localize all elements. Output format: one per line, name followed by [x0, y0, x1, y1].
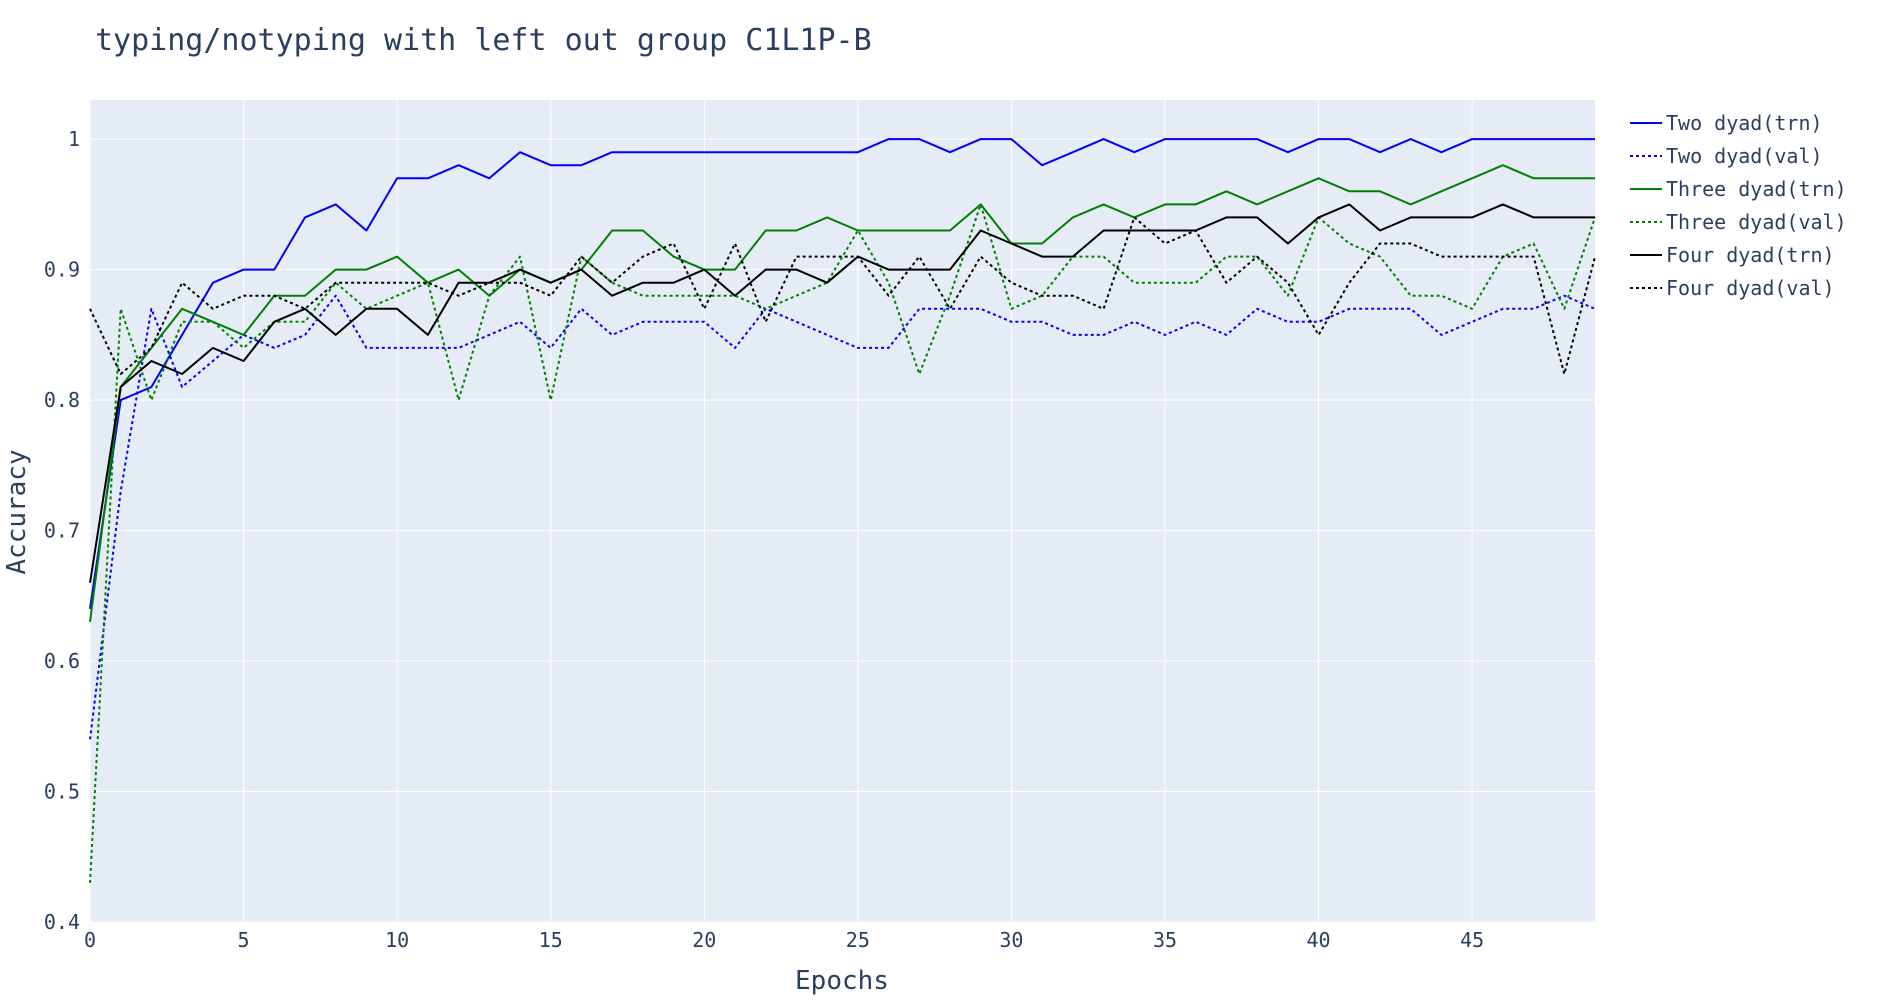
x-tick-label: 25 — [846, 928, 870, 952]
x-tick-label: 20 — [692, 928, 716, 952]
y-tick-label: 0.5 — [44, 780, 80, 804]
y-tick-label: 1 — [68, 127, 80, 151]
chart-title: typing/notyping with left out group C1L1… — [95, 23, 872, 58]
x-tick-label: 45 — [1460, 928, 1484, 952]
y-tick-label: 0.9 — [44, 258, 80, 282]
y-axis-ticks: 0.4 0.5 0.6 0.7 0.8 0.9 1 — [44, 127, 80, 934]
series-line-2 — [89, 164, 1595, 623]
series-line-0 — [89, 138, 1595, 610]
legend-item-label[interactable]: Two dyad(val) — [1666, 144, 1823, 168]
x-tick-label: 35 — [1153, 928, 1177, 952]
x-axis-label: Epochs — [795, 966, 889, 996]
series-line-5 — [89, 216, 1596, 375]
y-tick-label: 0.7 — [44, 519, 80, 543]
series-line-4 — [89, 203, 1595, 583]
plot-background — [90, 100, 1595, 922]
legend[interactable]: Two dyad(trn) Two dyad(val) Three dyad(trn… — [1630, 111, 1847, 300]
legend-item-label[interactable]: Three dyad(trn) — [1666, 177, 1847, 201]
x-tick-label: 0 — [84, 928, 96, 952]
legend-item-label[interactable]: Four dyad(trn) — [1666, 243, 1835, 267]
y-axis-label: Accuracy — [2, 449, 32, 574]
x-tick-label: 40 — [1307, 928, 1331, 952]
x-tick-label: 30 — [999, 928, 1023, 952]
x-tick-label: 5 — [238, 928, 250, 952]
y-tick-label: 0.6 — [44, 649, 80, 673]
x-tick-label: 10 — [385, 928, 409, 952]
legend-item-label[interactable]: Three dyad(val) — [1666, 210, 1847, 234]
y-tick-label: 0.4 — [44, 910, 80, 934]
series-line-1 — [89, 294, 1596, 740]
legend-item-label[interactable]: Two dyad(trn) — [1666, 111, 1823, 135]
x-tick-label: 15 — [539, 928, 563, 952]
legend-item-label[interactable]: Four dyad(val) — [1666, 276, 1835, 300]
x-axis-ticks: 0 5 10 15 20 25 30 35 40 45 — [84, 928, 1484, 952]
y-tick-label: 0.8 — [44, 388, 80, 412]
series-lines — [89, 138, 1596, 883]
